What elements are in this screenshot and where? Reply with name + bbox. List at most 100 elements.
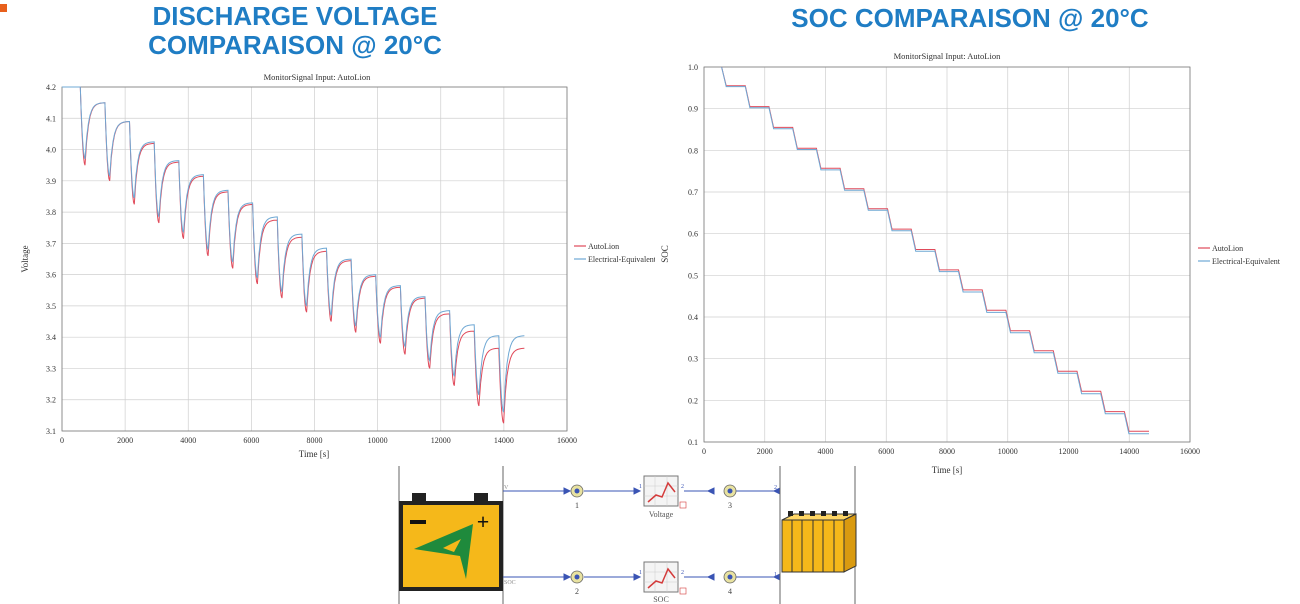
link-node-2[interactable]: 2 — [570, 570, 584, 596]
soc-series-line — [721, 66, 1149, 435]
svg-text:1: 1 — [639, 570, 642, 576]
svg-text:1: 1 — [774, 572, 777, 578]
soc-legend: AutoLion Electrical-Equivalent — [1198, 244, 1281, 266]
x-tick-label: 10000 — [998, 447, 1018, 456]
x-tick-label: 0 — [60, 436, 64, 445]
y-tick-label: 3.8 — [46, 208, 56, 217]
y-tick-label: 0.6 — [688, 230, 698, 239]
voltage-chart: MonitorSignal Input: AutoLion 0 2000 4000 6… — [0, 70, 660, 465]
monitor-soc-label: SOC — [653, 595, 669, 604]
discharge-voltage-title: DISCHARGE VOLTAGE COMPARAISON @ 20°C — [148, 1, 442, 60]
svg-text:4: 4 — [728, 587, 732, 596]
port-v-label: V — [504, 485, 509, 491]
autolion-battery-block[interactable]: + V SOC — [398, 466, 516, 604]
y-tick-label: 4.1 — [46, 114, 56, 123]
voltage-plot-frame — [61, 86, 568, 432]
x-tick-label: 6000 — [243, 436, 259, 445]
soc-y-ticks: 0.1 0.2 0.3 0.4 0.5 0.6 0.7 0.8 0.9 1.0 — [688, 63, 698, 447]
svg-text:3: 3 — [728, 501, 732, 510]
battery-terminal-right — [474, 493, 488, 502]
y-tick-label: 3.1 — [46, 427, 56, 436]
y-tick-label: 3.4 — [46, 333, 56, 342]
svg-text:1: 1 — [575, 501, 579, 510]
x-tick-label: 16000 — [557, 436, 577, 445]
x-tick-label: 6000 — [878, 447, 894, 456]
soc-monitor-block[interactable]: 1 2 SOC — [639, 561, 687, 604]
soc-chart: MonitorSignal Input: AutoLion 0 2000 4000 6… — [655, 48, 1300, 480]
voltage-x-label: Time [s] — [299, 449, 329, 459]
soc-link-row — [503, 573, 781, 581]
y-tick-label: 3.3 — [46, 364, 56, 373]
y-tick-label: 0.5 — [688, 271, 698, 280]
soc-chart-grid — [703, 66, 1191, 443]
svg-text:2: 2 — [681, 484, 684, 490]
autolion-logo-icon — [414, 524, 473, 579]
x-tick-label: 4000 — [180, 436, 196, 445]
soc-x-ticks: 0 2000 4000 6000 8000 10000 12000 14000 16000 — [702, 447, 1200, 456]
y-tick-label: 0.2 — [688, 396, 698, 405]
voltage-x-ticks: 0 2000 4000 6000 8000 10000 12000 14000 16000 — [60, 436, 577, 445]
y-tick-label: 0.3 — [688, 355, 698, 364]
voltage-chart-grid — [61, 86, 568, 432]
y-tick-label: 3.7 — [46, 239, 56, 248]
x-tick-label: 4000 — [818, 447, 834, 456]
svg-text:2: 2 — [681, 570, 684, 576]
battery-pack-icon — [781, 511, 857, 573]
svg-text:2: 2 — [575, 587, 579, 596]
soc-x-label: Time [s] — [932, 465, 962, 475]
x-tick-label: 2000 — [757, 447, 773, 456]
y-tick-label: 0.7 — [688, 188, 698, 197]
soc-y-label: SOC — [660, 245, 670, 263]
monitor-plot-icon — [647, 481, 676, 503]
y-tick-label: 3.9 — [46, 177, 56, 186]
voltage-link-row — [503, 487, 781, 495]
link-node-4[interactable]: 4 — [723, 570, 737, 596]
svg-text:2: 2 — [774, 485, 777, 491]
port-soc-label: SOC — [504, 580, 516, 586]
monitor-plot-icon — [647, 567, 676, 589]
voltage-chart-title: MonitorSignal Input: AutoLion — [264, 72, 371, 82]
x-tick-label: 14000 — [1119, 447, 1139, 456]
slide-corner-marker — [0, 4, 7, 12]
x-tick-label: 10000 — [368, 436, 388, 445]
voltage-y-label: Voltage — [20, 245, 30, 272]
voltage-series-group — [62, 86, 525, 424]
x-tick-label: 12000 — [1059, 447, 1079, 456]
voltage-monitor-block[interactable]: 1 2 Voltage — [639, 475, 687, 519]
legend-entry: Electrical-Equivalent — [1212, 257, 1281, 266]
legend-entry: Electrical-Equivalent — [588, 255, 657, 264]
soc-series-group — [721, 66, 1149, 435]
y-tick-label: 0.8 — [688, 146, 698, 155]
soc-chart-title: MonitorSignal Input: AutoLion — [894, 51, 1001, 61]
y-tick-label: 1.0 — [688, 63, 698, 72]
equivalent-battery-block[interactable]: 2 1 — [774, 466, 857, 604]
battery-plus-sign: + — [477, 509, 490, 534]
soc-series-line — [721, 66, 1149, 432]
battery-minus-sign — [410, 520, 426, 524]
svg-text:1: 1 — [639, 484, 642, 490]
voltage-y-ticks: 3.1 3.2 3.3 3.4 3.5 3.6 3.7 3.8 3.9 4.0 4.1 4.2 — [46, 83, 56, 436]
x-tick-label: 12000 — [431, 436, 451, 445]
x-tick-label: 0 — [702, 447, 706, 456]
link-node-3[interactable]: 3 — [723, 484, 737, 510]
y-tick-label: 3.6 — [46, 271, 56, 280]
monitor-voltage-label: Voltage — [649, 510, 674, 519]
x-tick-label: 2000 — [117, 436, 133, 445]
y-tick-label: 4.0 — [46, 146, 56, 155]
x-tick-label: 14000 — [494, 436, 514, 445]
y-tick-label: 4.2 — [46, 83, 56, 92]
x-tick-label: 16000 — [1180, 447, 1200, 456]
y-tick-label: 0.1 — [688, 438, 698, 447]
y-tick-label: 0.4 — [688, 313, 698, 322]
y-tick-label: 0.9 — [688, 105, 698, 114]
voltage-legend: AutoLion Electrical-Equivalent — [574, 242, 657, 264]
x-tick-label: 8000 — [307, 436, 323, 445]
legend-entry: AutoLion — [588, 242, 619, 251]
soc-comparison-title: SOC COMPARAISON @ 20°C — [791, 3, 1149, 33]
voltage-series-line — [62, 86, 525, 413]
y-tick-label: 3.5 — [46, 302, 56, 311]
y-tick-label: 3.2 — [46, 396, 56, 405]
legend-entry: AutoLion — [1212, 244, 1243, 253]
soc-plot-frame — [703, 66, 1191, 443]
link-node-1[interactable]: 1 — [570, 484, 584, 510]
